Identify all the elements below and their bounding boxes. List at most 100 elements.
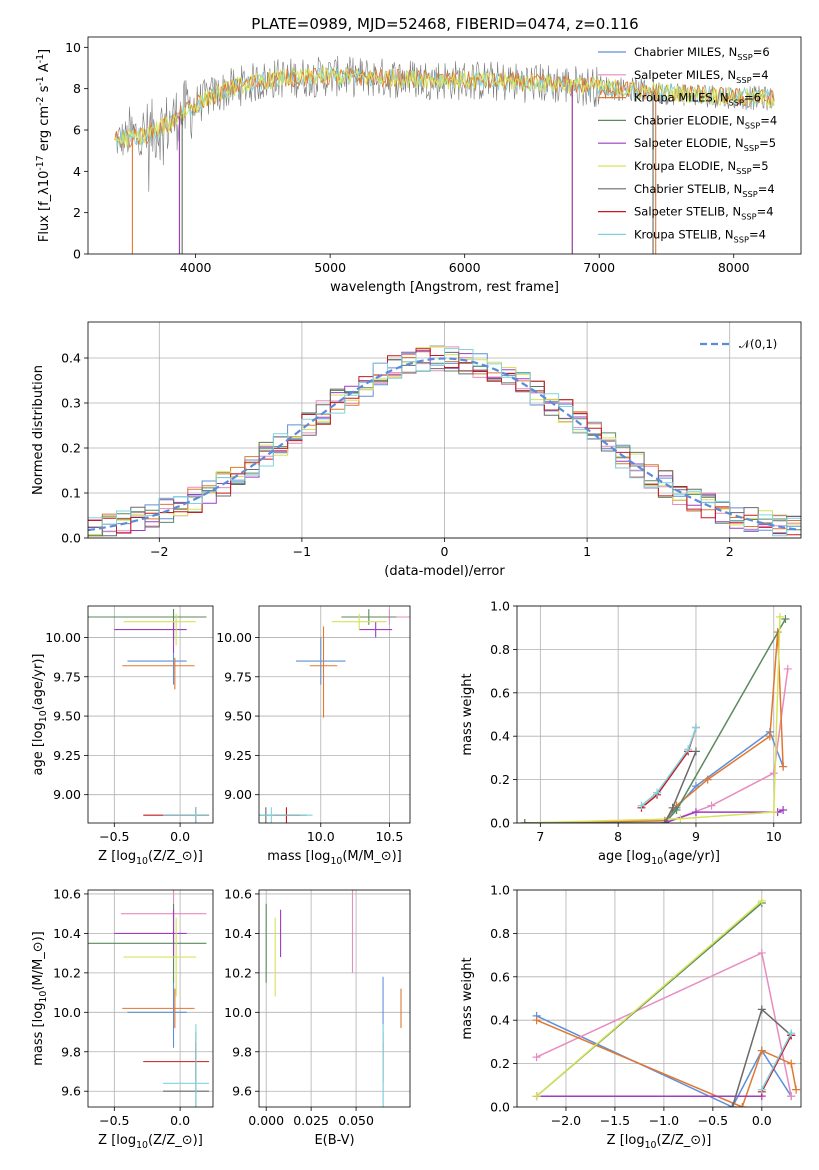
figure-title: PLATE=0989, MJD=52468, FIBERID=0474, z=0… [251,15,638,33]
weight_vs_Z-series-line [536,900,763,1097]
spectrum-xtick-label: 4000 [180,260,212,275]
weight_vs_Z-point [757,1005,766,1014]
mass_vs_EBV-xtick-label: 0.000 [248,1113,284,1128]
mass_vs_Z-xtick-label: 0.0 [170,1113,190,1128]
weight_vs_age-point [691,723,700,732]
residuals-xtick-label: 0 [441,544,449,559]
weight_vs_Z-series-line [761,1032,792,1090]
spectrum-ytick-label: 8 [73,81,81,96]
weight_vs_age-point [765,732,774,741]
weight_vs_age-ytick-label: 0.8 [490,642,510,657]
age_vs_Z-ylabel: age [log10(age/yr)] [31,654,49,776]
residuals-ytick-label: 0.3 [61,396,81,411]
weight_vs_Z-xlabel: Z [log10(Z/Z_⊙)] [607,1133,712,1151]
weight_vs_Z-xtick-label: −1.0 [649,1113,679,1128]
weight_vs_Z-frame [516,889,802,1108]
mass_vs_EBV-ytick-label: 10.6 [224,886,252,901]
age_vs_Z-grid [88,606,213,823]
weight_vs_age-point [520,819,529,823]
mass_vs_Z-ytick-label: 10.4 [53,926,81,941]
age_vs_Z-frame [87,605,214,824]
spectrum-xtick-label: 7000 [583,260,615,275]
normal-reference-curve [88,357,799,532]
weight_vs_Z-ylabel: mass weight [460,957,475,1039]
spectrum-frame [87,36,802,255]
weight_vs_age-point [637,801,646,810]
age_vs_Z-plot-area [88,609,210,823]
weight_vs_age-ytick-label: 0.6 [490,685,510,700]
weight_vs_Z-series-line [761,1035,792,1093]
weight_vs_Z-ytick-label: 1.0 [490,883,510,898]
weight_vs_age-point [775,612,784,621]
weight_vs_age-point [684,745,693,754]
residuals-ylabel: Normed distribution [31,365,46,495]
age_vs_mass-xtick-label: 10.0 [307,829,335,844]
mass_vs_EBV-ytick-label: 9.8 [232,1044,252,1059]
mass_vs_EBV-ytick-label: 10.2 [224,965,252,980]
legend-label: Chabrier MILES, NSSP=6 [634,45,770,62]
spectrum-model-line [114,65,775,148]
age_vs_mass-plot-area [259,609,410,823]
legend-label: Kroupa MILES, NSSP=6 [634,91,761,108]
mass_vs_EBV-axes: 0.000 0.025 0.050 9.6 9.8 10.0 10.2 10.4 10.6 E(B… [224,886,411,1148]
spectrum-xtick-label: 5000 [314,260,346,275]
mass_vs_Z-plot-area [88,890,210,1107]
age_vs_mass-ytick-label: 10.00 [216,630,252,645]
residuals-ytick-label: 0.1 [61,486,81,501]
weight_vs_age-xlabel: age [log10(age/yr)] [598,849,720,867]
legend-label: 𝒩(0,1) [739,337,777,351]
mass_vs_Z-ytick-label: 10.0 [53,1005,81,1020]
weight_vs_age-ytick-label: 0.0 [490,816,510,831]
legend-label: Chabrier STELIB, NSSP=4 [634,182,775,199]
spectrum-xtick-label: 8000 [718,260,750,275]
weight_vs_age-point [779,805,788,814]
weight_vs_Z-point [757,948,766,957]
weight_vs_age-ytick-label: 1.0 [490,599,510,614]
weight_vs_Z-ytick-label: 0.0 [490,1100,510,1115]
weight_vs_Z-point [532,1016,541,1025]
age_vs_Z-xtick-label: 0.0 [170,829,190,844]
spectrum-legend: Chabrier MILES, NSSP=6 Salpeter MILES, NS… [598,45,777,244]
legend-label: Kroupa ELODIE, NSSP=5 [634,159,769,176]
weight_vs_age-point [769,808,778,817]
age_vs_mass-ytick-label: 9.00 [224,787,252,802]
weight_vs_Z-point [757,1085,766,1094]
legend-label: Kroupa STELIB, NSSP=4 [634,227,766,244]
residuals-xtick-label: 2 [726,544,734,559]
age_vs_Z-ytick-label: 9.00 [53,787,81,802]
age_vs_Z-axes: −0.5 0.0 9.00 9.25 9.50 9.75 10.00 Z [log10(Z/Z… [31,605,214,867]
weight_vs_age-ylabel: mass weight [460,673,475,755]
spectrum-ylabel: Flux [f_λ10-17 erg cm-2 s-1 A-1] [35,49,52,242]
weight_vs_Z-point [532,1053,541,1062]
weight_vs_age-series-line [641,727,697,807]
weight_vs_age-frame [516,605,802,824]
weight_vs_Z-point [728,1103,737,1107]
weight_vs_age-xtick-label: 7 [536,829,544,844]
mass_vs_EBV-xtick-label: 0.025 [293,1113,329,1128]
weight_vs_Z-point [787,1029,796,1038]
age_vs_mass-xlabel: mass [log10(M/M_⊙)] [267,849,402,867]
spectrum-ytick-label: 6 [73,123,81,138]
mass_vs_Z-ytick-label: 9.6 [61,1084,81,1099]
age_vs_mass-frame [258,605,411,824]
weight_vs_Z-xtick-label: −0.5 [698,1113,728,1128]
weight_vs_age-point [779,762,788,771]
weight_vs_Z-ytick-label: 0.8 [490,926,510,941]
weight_vs_age-point [769,769,778,778]
spectrum-xtick-label: 6000 [449,260,481,275]
weight_vs_age-point [781,615,790,624]
weight_vs_Z-point [738,1103,747,1107]
mass_vs_EBV-xtick-label: 0.050 [338,1113,374,1128]
spectrum-ytick-label: 2 [73,205,81,220]
weight_vs_Z-axes: −2.0 −1.5 −1.0 −0.5 0.0 0.0 0.2 0.4 0.6 0.8 1.0 Z [… [460,883,802,1151]
mass_vs_Z-ytick-label: 9.8 [61,1044,81,1059]
mass_vs_EBV-plot-area [265,890,402,1107]
weight_vs_Z-point [787,1059,796,1068]
residuals-xtick-label: 1 [583,544,591,559]
weight_vs_age-xtick-label: 8 [614,829,622,844]
weight_vs_age-xtick-label: 10 [766,829,782,844]
weight_vs_age-point [676,814,685,823]
legend-label: Salpeter STELIB, NSSP=4 [634,205,774,222]
age_vs_Z-ytick-label: 9.50 [53,709,81,724]
